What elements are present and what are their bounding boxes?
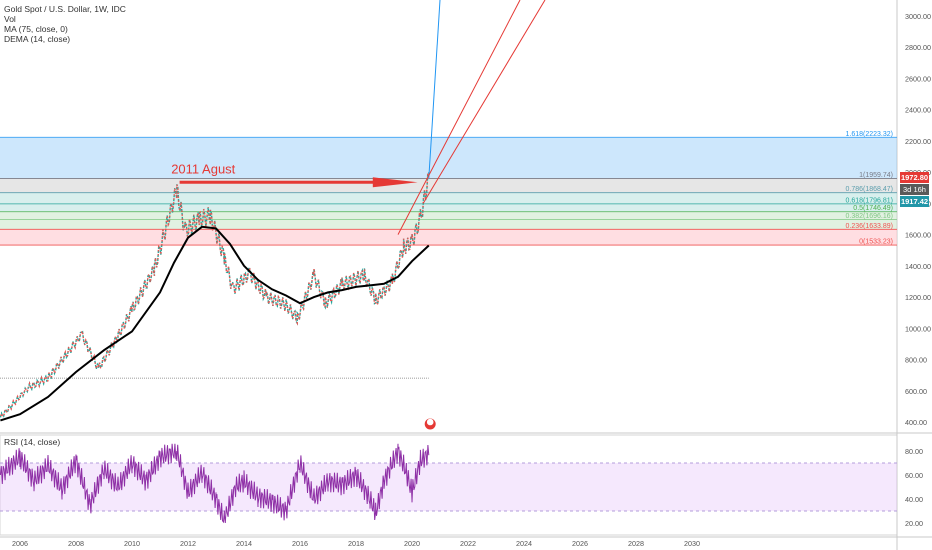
price-tick-label: 2600.00: [905, 74, 931, 83]
rsi-tick-label: 80.00: [905, 447, 923, 456]
time-tick-label: 2008: [68, 539, 84, 548]
fib-label: 0.618(1796.81): [846, 197, 893, 204]
legend-dema[interactable]: DEMA (14, close): [4, 34, 71, 44]
current-price-tag: 1972.80: [900, 172, 929, 183]
price-tick-label: 2400.00: [905, 106, 931, 115]
price-tick-label: 1200.00: [905, 293, 931, 302]
rsi-tick-label: 40.00: [905, 495, 923, 504]
fib-band: [0, 229, 897, 246]
rsi-legend[interactable]: RSI (14, close): [4, 437, 61, 447]
price-tick-label: 1400.00: [905, 262, 931, 271]
time-tick-label: 2024: [516, 539, 532, 548]
price-tick-label: 1600.00: [905, 231, 931, 240]
time-tick-label: 2022: [460, 539, 476, 548]
rsi-tick-label: 20.00: [905, 519, 923, 528]
price-tick-label: 400.00: [905, 418, 927, 427]
earnings-icon-inner: [426, 418, 434, 426]
fib-label: 0.786(1868.47): [846, 186, 893, 193]
legend: Gold Spot / U.S. Dollar, 1W, IDC Vol MA …: [4, 4, 126, 44]
fib-band: [0, 203, 897, 212]
trend-line-red-1: [397, 0, 521, 235]
price-tick-label: 800.00: [905, 356, 927, 365]
trend-line-blue: [428, 0, 441, 179]
fib-label: 0.236(1633.89): [846, 223, 893, 230]
time-tick-label: 2028: [628, 539, 644, 548]
fib-band: [0, 219, 897, 230]
fib-label: 1.618(2223.32): [846, 131, 893, 138]
price-line-down: [0, 171, 430, 418]
trend-line-red-2: [422, 0, 546, 204]
fib-label: 1(1959.74): [859, 172, 893, 179]
rsi-tick-label: 60.00: [905, 471, 923, 480]
ma-line: [0, 225, 430, 422]
price-series: [0, 171, 430, 422]
second-price-tag: 1917.42: [900, 196, 929, 207]
price-tick-label: 600.00: [905, 387, 927, 396]
legend-ma[interactable]: MA (75, close, 0): [4, 24, 68, 34]
fib-label: 0(1533.23): [859, 239, 893, 246]
time-tick-label: 2014: [236, 539, 252, 548]
price-tick-label: 3000.00: [905, 12, 931, 21]
rsi-line: [0, 443, 430, 524]
trend-lines: [397, 0, 546, 235]
bar-countdown-tag: 3d 16h: [900, 184, 929, 195]
time-tick-label: 2018: [348, 539, 364, 548]
time-tick-label: 2012: [180, 539, 196, 548]
fib-label: 0.382(1696.16): [846, 213, 893, 220]
fib-band: [0, 211, 897, 220]
time-tick-label: 2010: [124, 539, 140, 548]
price-tick-label: 2800.00: [905, 43, 931, 52]
annotations: 2011 Agust: [171, 162, 436, 430]
time-tick-label: 2030: [684, 539, 700, 548]
legend-title[interactable]: Gold Spot / U.S. Dollar, 1W, IDC: [4, 4, 126, 14]
legend-vol[interactable]: Vol: [4, 14, 16, 24]
annotation-text: 2011 Agust: [171, 162, 235, 177]
fib-band: [0, 137, 897, 179]
rsi-pane: [0, 443, 897, 524]
axes: 3000.002800.002600.002400.002200.002000.…: [12, 12, 931, 548]
time-tick-label: 2006: [12, 539, 28, 548]
price-tick-label: 2200.00: [905, 137, 931, 146]
fib-band: [0, 192, 897, 204]
time-tick-label: 2020: [404, 539, 420, 548]
price-tick-label: 1000.00: [905, 324, 931, 333]
fib-band: [0, 178, 897, 193]
time-tick-label: 2016: [292, 539, 308, 548]
annotation-arrow-head: [372, 177, 418, 188]
time-tick-label: 2026: [572, 539, 588, 548]
fib-retracement: 1.618(2223.32) 1(1959.74) 0.786(1868.47) 0.…: [0, 131, 897, 246]
fib-label: 0.5(1746.49): [853, 205, 893, 212]
